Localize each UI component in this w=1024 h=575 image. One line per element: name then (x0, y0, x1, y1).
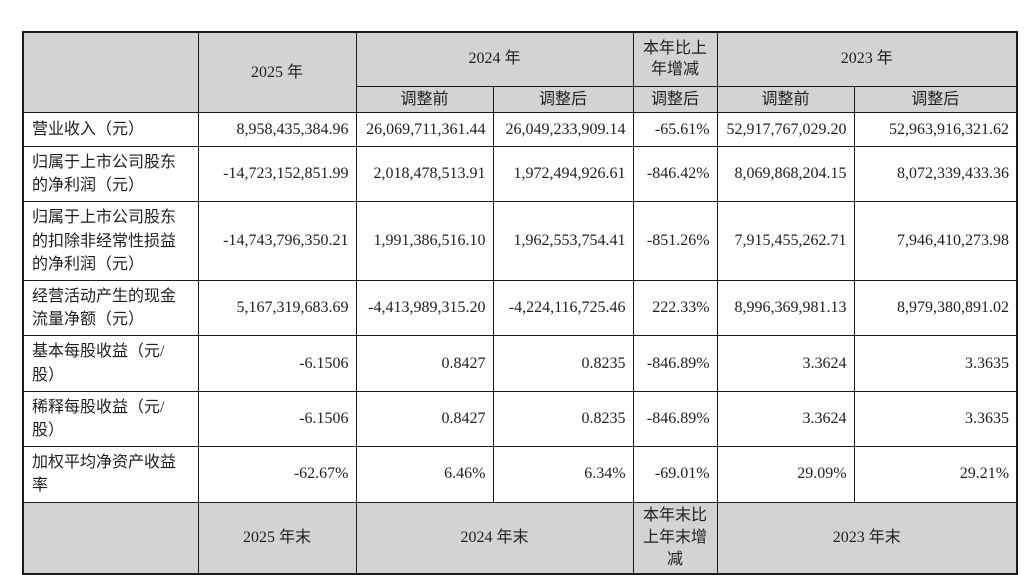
table-row-revenue: 营业收入（元） 8,958,435,384.96 26,069,711,361.… (22, 112, 1018, 148)
cell-value: 0.8235 (492, 390, 634, 448)
row-label: 归属于上市公司股东的净利润（元） (22, 146, 199, 203)
header-cell-2023: 2023 年 (716, 31, 1018, 87)
cell-value: 52,917,767,029.20 (716, 112, 855, 148)
cell-value: -65.61% (632, 112, 718, 148)
table-row-diluted-eps: 稀释每股收益（元/股） -6.1506 0.8427 0.8235 -846.8… (22, 390, 1018, 448)
cell-value: 5,167,319,683.69 (197, 280, 357, 337)
cell-value: -4,224,116,725.46 (492, 280, 634, 337)
cell-value: 6.46% (355, 446, 494, 503)
cell-value: 8,069,868,204.15 (716, 146, 855, 203)
subheader-2023-adj-after: 调整后 (853, 85, 1018, 114)
row-label: 加权平均净资产收益率 (22, 446, 199, 503)
table-row-basic-eps: 基本每股收益（元/股） -6.1506 0.8427 0.8235 -846.8… (22, 335, 1018, 392)
header-row-years: 2025 年 2024 年 本年比上年增减 2023 年 (22, 31, 1018, 114)
cell-value: -4,413,989,315.20 (355, 280, 494, 337)
table-row-net-profit: 归属于上市公司股东的净利润（元） -14,723,152,851.99 2,01… (22, 146, 1018, 203)
cell-value: 8,958,435,384.96 (197, 112, 357, 148)
cell-value: 7,915,455,262.71 (716, 201, 855, 282)
header-cell-yoy-change: 本年比上年增减 (632, 31, 718, 87)
cell-value: 8,996,369,981.13 (716, 280, 855, 337)
cell-value: 222.33% (632, 280, 718, 337)
cell-value: -846.89% (632, 390, 718, 448)
cell-value: 7,946,410,273.98 (853, 201, 1018, 282)
footer-cell-yoy-end-change: 本年末比上年末增减 (632, 501, 718, 575)
row-label: 基本每股收益（元/股） (22, 335, 199, 392)
footer-cell-2024-end: 2024 年末 (355, 501, 634, 575)
cell-value: 26,049,233,909.14 (492, 112, 634, 148)
cell-value: 52,963,916,321.62 (853, 112, 1018, 148)
subheader-2024-adj-after: 调整后 (492, 85, 634, 114)
cell-value: 3.3635 (853, 335, 1018, 392)
cell-value: -62.67% (197, 446, 357, 503)
cell-value: 3.3624 (716, 390, 855, 448)
footer-empty-cell (22, 501, 199, 575)
cell-value: 0.8235 (492, 335, 634, 392)
cell-value: -6.1506 (197, 335, 357, 392)
subheader-yoy-adj-after: 调整后 (632, 85, 718, 114)
cell-value: 29.21% (853, 446, 1018, 503)
cell-value: 26,069,711,361.44 (355, 112, 494, 148)
cell-value: 0.8427 (355, 335, 494, 392)
cell-value: 1,991,386,516.10 (355, 201, 494, 282)
header-empty-cell (22, 31, 199, 114)
cell-value: 1,962,553,754.41 (492, 201, 634, 282)
footer-cell-2025-end: 2025 年末 (197, 501, 357, 575)
cell-value: 6.34% (492, 446, 634, 503)
row-label: 稀释每股收益（元/股） (22, 390, 199, 448)
table-row-weighted-avg-roe: 加权平均净资产收益率 -62.67% 6.46% 6.34% -69.01% 2… (22, 446, 1018, 503)
cell-value: 8,072,339,433.36 (853, 146, 1018, 203)
table-row-net-profit-excl-nonrecurring: 归属于上市公司股东的扣除非经常性损益的净利润（元） -14,743,796,35… (22, 201, 1018, 282)
header-cell-2025: 2025 年 (197, 31, 357, 114)
cell-value: -851.26% (632, 201, 718, 282)
cell-value: 2,018,478,513.91 (355, 146, 494, 203)
footer-cell-2023-end: 2023 年末 (716, 501, 1018, 575)
table-row-operating-cash-flow: 经营活动产生的现金流量净额（元） 5,167,319,683.69 -4,413… (22, 280, 1018, 337)
cell-value: -14,743,796,350.21 (197, 201, 357, 282)
cell-value: 1,972,494,926.61 (492, 146, 634, 203)
cell-value: 8,979,380,891.02 (853, 280, 1018, 337)
cell-value: -846.42% (632, 146, 718, 203)
cell-value: 3.3635 (853, 390, 1018, 448)
row-label: 经营活动产生的现金流量净额（元） (22, 280, 199, 337)
cell-value: -14,723,152,851.99 (197, 146, 357, 203)
header-cell-2024: 2024 年 (355, 31, 634, 87)
header-row-adjustments: 调整前 调整后 调整后 调整前 调整后 (23, 85, 1018, 114)
cell-value: 3.3624 (716, 335, 855, 392)
cell-value: -846.89% (632, 335, 718, 392)
cell-value: -69.01% (632, 446, 718, 503)
cell-value: 29.09% (716, 446, 855, 503)
cell-value: 0.8427 (355, 390, 494, 448)
cell-value: -6.1506 (197, 390, 357, 448)
subheader-2024-adj-before: 调整前 (355, 85, 494, 114)
footer-row-year-end: 2025 年末 2024 年末 本年末比上年末增减 2023 年末 (22, 501, 1018, 575)
subheader-2023-adj-before: 调整前 (716, 85, 855, 114)
row-label: 归属于上市公司股东的扣除非经常性损益的净利润（元） (22, 201, 199, 282)
row-label: 营业收入（元） (22, 112, 199, 148)
financial-summary-table: 2025 年 2024 年 本年比上年增减 2023 年 调整前 调整后 调整后… (22, 31, 1019, 575)
